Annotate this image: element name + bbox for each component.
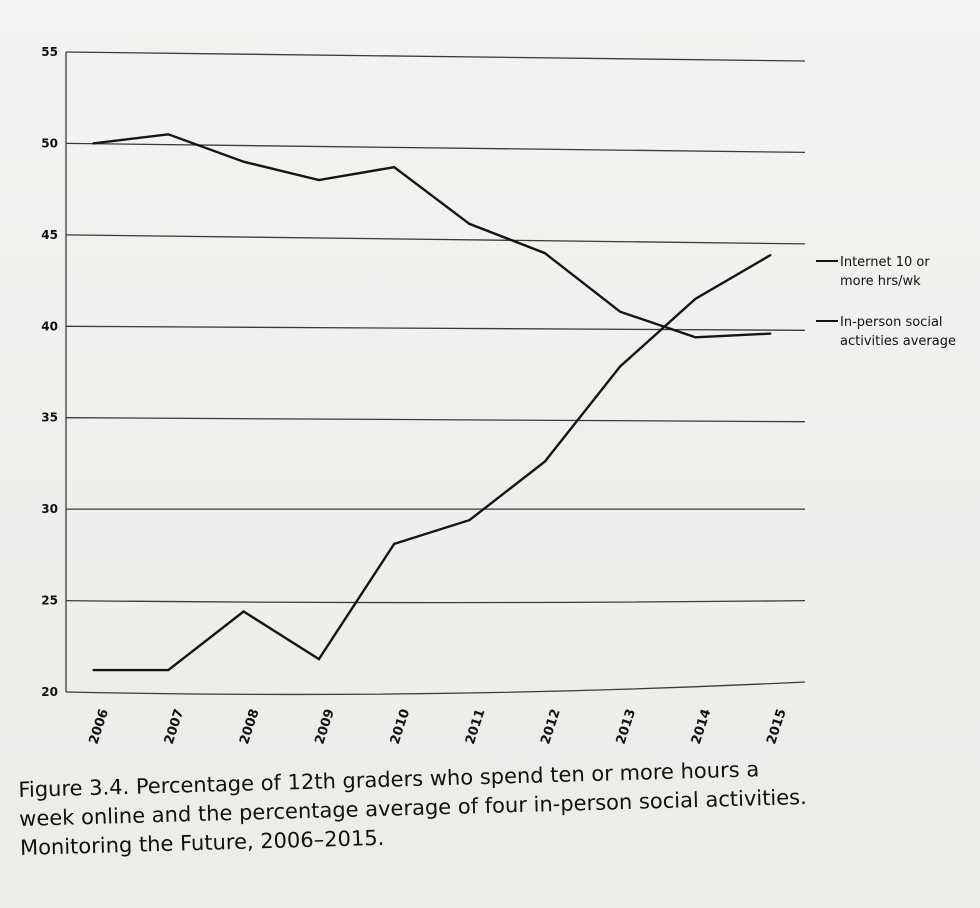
y-tick-label-55: 55	[41, 45, 58, 59]
data-point-internet-10-or-more-hrs-wk-2012	[544, 460, 546, 463]
series-line-internet-10-or-more-hrs-wk	[93, 253, 772, 672]
line-chart: 20 25 30 35 40 45 50 55 2006 2007 2008 2009 2010 2011…	[41, 45, 956, 746]
y-tick-label-30: 30	[41, 502, 58, 516]
data-point-internet-10-or-more-hrs-wk-2008	[242, 610, 245, 613]
data-point-internet-10-or-more-hrs-wk-2015	[769, 254, 772, 256]
data-point-in-person-social-activities-average-2014	[694, 336, 697, 339]
gridline-50	[65, 142, 806, 154]
legend-label-in-person-social-activities-average-2: activities average	[840, 334, 956, 349]
y-tick-label-50: 50	[41, 136, 58, 150]
data-point-in-person-social-activities-average-2007	[167, 133, 170, 136]
data-point-in-person-social-activities-average-2011	[468, 223, 471, 225]
data-point-internet-10-or-more-hrs-wk-2007	[167, 669, 170, 671]
x-tick-label-2012: 2012	[538, 707, 563, 746]
gridline-40	[65, 325, 806, 331]
x-tick-label-2009: 2009	[312, 707, 337, 746]
gridline-35	[65, 417, 806, 423]
gridline-25	[65, 599, 806, 604]
data-point-internet-10-or-more-hrs-wk-2009	[318, 658, 320, 660]
data-point-in-person-social-activities-average-2008	[242, 160, 245, 163]
data-point-internet-10-or-more-hrs-wk-2014	[694, 298, 697, 300]
x-tick-label-2007: 2007	[162, 707, 187, 746]
legend-label-internet-10-or-more-hrs-wk-2: more hrs/wk	[840, 274, 921, 289]
data-point-in-person-social-activities-average-2010	[393, 166, 396, 168]
x-tick-label-2006: 2006	[87, 707, 112, 746]
data-point-internet-10-or-more-hrs-wk-2006	[92, 669, 94, 671]
data-point-in-person-social-activities-average-2013	[619, 310, 621, 313]
y-tick-label-25: 25	[41, 594, 58, 608]
x-tick-label-2014: 2014	[689, 707, 714, 746]
data-point-internet-10-or-more-hrs-wk-2011	[468, 519, 471, 521]
legend-label-in-person-social-activities-average-1: In-person social	[840, 315, 943, 330]
y-tick-label-40: 40	[41, 319, 58, 333]
data-point-in-person-social-activities-average-2009	[318, 179, 320, 181]
x-tick-label-2011: 2011	[463, 707, 488, 746]
y-tick-label-20: 20	[41, 685, 58, 699]
x-tick-label-2010: 2010	[388, 707, 413, 746]
data-point-in-person-social-activities-average-2015	[769, 332, 772, 335]
y-tick-label-45: 45	[41, 228, 58, 242]
x-tick-label-2013: 2013	[614, 707, 639, 746]
gridline-20	[65, 681, 806, 696]
gridline-45	[65, 234, 806, 245]
series-line-in-person-social-activities-average	[92, 133, 771, 339]
data-point-internet-10-or-more-hrs-wk-2010	[393, 543, 396, 545]
y-tick-label-35: 35	[41, 411, 58, 425]
x-tick-label-2015: 2015	[764, 707, 789, 746]
x-tick-label-2008: 2008	[237, 707, 262, 746]
gridline-55	[65, 51, 806, 62]
data-point-internet-10-or-more-hrs-wk-2013	[619, 365, 621, 368]
data-point-in-person-social-activities-average-2006	[92, 142, 94, 145]
data-point-in-person-social-activities-average-2012	[544, 252, 546, 254]
legend-label-internet-10-or-more-hrs-wk-1: Internet 10 or	[840, 255, 930, 270]
